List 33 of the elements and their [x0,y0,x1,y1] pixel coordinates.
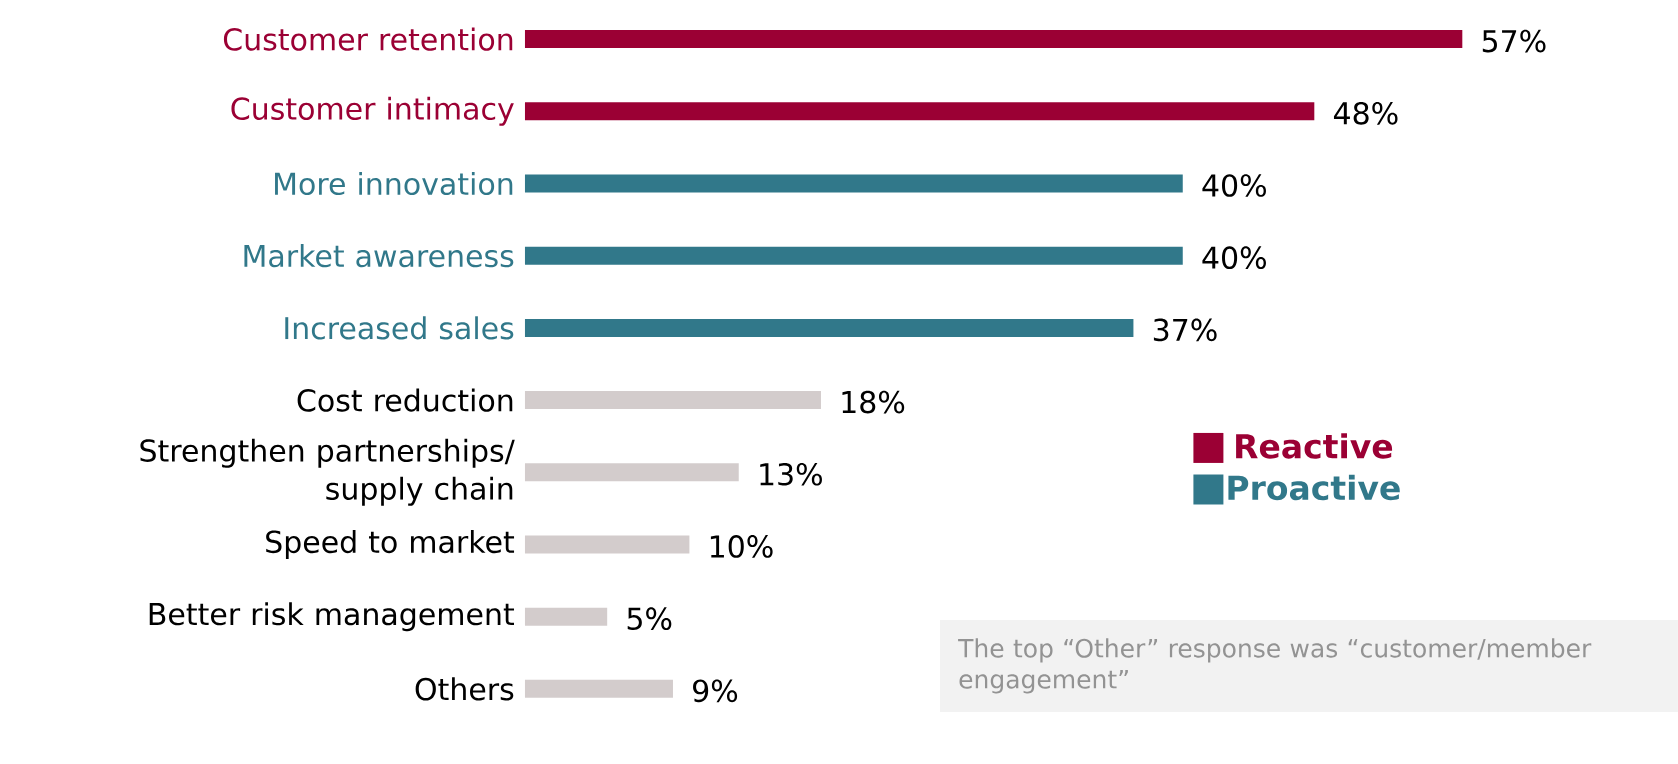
y-tick-label: Strengthen partnerships/ supply chain [140,438,515,506]
y-tick-label: More innovation [275,171,513,196]
bar [524,679,673,698]
y-tick-label: Cost reduction [297,388,513,412]
y-tick-label: Customer intimacy [231,96,514,126]
bar [524,318,1134,337]
data-label: 18% [842,390,905,414]
data-label: 10% [710,535,773,558]
bar [524,246,1183,265]
data-label: 40% [1202,246,1266,270]
legend-label: Proactive [1228,474,1400,501]
data-label: 40% [1202,174,1266,197]
y-tick-label: Customer retention [223,27,513,51]
data-label: 9% [693,679,738,703]
data-label: 37% [1153,318,1217,342]
data-label: 5% [627,607,672,631]
bar [524,102,1315,121]
annotation: The top “Other” response was “customer/member engagement” [958,638,1592,694]
y-tick-label: Better risk management [149,602,515,632]
data-label: 57% [1482,29,1546,53]
y-tick-label: Speed to market [266,529,515,560]
bar [524,174,1183,193]
data-label: 48% [1333,101,1398,125]
bar [524,30,1463,49]
y-tick-label: Increased sales [285,316,514,340]
y-tick-label: Others [415,677,514,701]
bar [524,607,608,626]
bar [524,535,690,554]
y-tick-label: Market awareness [244,244,514,268]
bar [524,463,739,482]
bar [524,391,821,410]
legend-label: Reactive [1236,433,1393,459]
data-label: 13% [760,462,822,486]
